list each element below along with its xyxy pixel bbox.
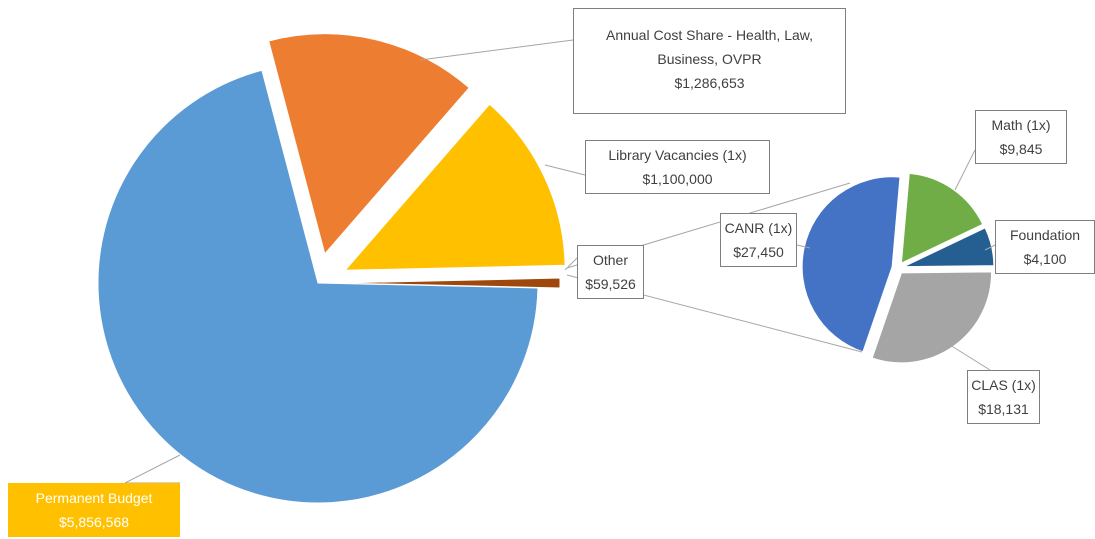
label-value: $18,131 (978, 401, 1029, 417)
label-name: Annual Cost Share - Health, Law, Busines… (605, 27, 813, 67)
callout-pointer (124, 454, 181, 484)
callout-pointer (954, 149, 976, 191)
pie-slice (344, 103, 566, 271)
data-label: Foundation $4,100 (995, 220, 1095, 274)
data-label: Permanent Budget $5,856,568 (8, 483, 180, 537)
pie-slice (801, 176, 901, 353)
data-label: Math (1x) $9,845 (975, 110, 1067, 164)
data-label: Annual Cost Share - Health, Law, Busines… (573, 8, 846, 114)
data-label: Other $59,526 (577, 245, 644, 299)
pie-slice (268, 33, 470, 255)
pie-slice (900, 172, 984, 264)
label-value: $5,856,568 (58, 514, 130, 530)
callout-pointer (564, 257, 578, 271)
pie-slice (871, 271, 993, 364)
label-name: Foundation (1009, 227, 1081, 243)
label-name: CANR (1x) (724, 220, 793, 236)
label-value: $27,450 (733, 244, 784, 260)
label-name: Library Vacancies (1x) (608, 147, 747, 163)
label-name: Math (1x) (991, 117, 1051, 133)
callout-pointer (419, 39, 574, 61)
label-name: CLAS (1x) (971, 377, 1036, 393)
data-label: CLAS (1x) $18,131 (967, 370, 1040, 424)
pie-slice (97, 69, 539, 504)
callout-pointer (984, 244, 996, 251)
label-value: $59,526 (585, 276, 636, 292)
label-value: $1,100,000 (642, 171, 713, 187)
label-value: $9,845 (999, 141, 1043, 157)
callout-pointer (949, 344, 991, 371)
data-label: CANR (1x) $27,450 (720, 213, 797, 267)
callout-pointer (544, 164, 586, 176)
label-value: $1,286,653 (674, 75, 745, 91)
callout-pointer (796, 244, 811, 249)
label-name: Other (592, 252, 628, 268)
data-label: Library Vacancies (1x) $1,100,000 (585, 140, 770, 194)
label-value: $4,100 (1023, 251, 1067, 267)
label-name: Permanent Budget (35, 490, 153, 506)
pie-slice (339, 277, 561, 289)
